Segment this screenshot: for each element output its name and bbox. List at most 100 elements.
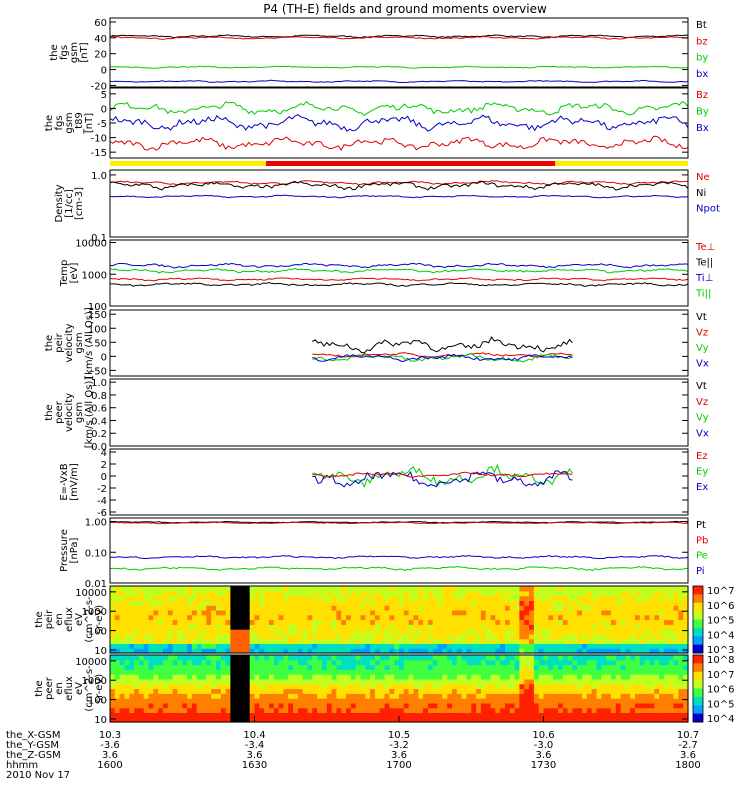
spectrogram-cell xyxy=(134,624,140,630)
spectrogram-cell xyxy=(110,688,116,694)
spectrogram-cell xyxy=(134,678,140,685)
spectrogram-cell xyxy=(201,664,207,670)
spectrogram-cell xyxy=(124,614,130,621)
spectrogram-cell xyxy=(225,683,231,690)
spectrogram-cell xyxy=(548,669,554,675)
spectrogram-cell xyxy=(408,693,414,699)
spectrogram-cell xyxy=(360,638,366,644)
spectrogram-cell xyxy=(635,609,641,616)
spectrogram-cell xyxy=(220,643,227,649)
spectrogram-cell xyxy=(264,698,270,704)
spectrogram-cell xyxy=(288,669,294,675)
spectrogram-cell xyxy=(471,702,477,709)
spectrogram-cell xyxy=(558,712,564,718)
spectrogram-cell xyxy=(201,605,207,611)
spectrogram-cell xyxy=(167,595,174,601)
spectrogram-cell xyxy=(659,674,665,680)
spectrogram-cell xyxy=(538,702,545,709)
spectrogram-cell xyxy=(312,609,318,616)
spectrogram-cell xyxy=(336,638,342,644)
spectrogram-cell xyxy=(644,659,650,666)
spectrogram-cell xyxy=(206,693,212,699)
spectrogram-cell xyxy=(490,683,496,690)
spectrogram-cell xyxy=(143,605,150,611)
spectrogram-cell xyxy=(341,586,347,592)
colorbar-segment xyxy=(693,705,703,715)
spectrogram-cell xyxy=(163,595,169,601)
spectrogram-cell xyxy=(596,629,602,635)
spectrogram-cell xyxy=(663,629,670,635)
spectrogram-cell xyxy=(211,633,217,640)
spectrogram-cell xyxy=(567,674,573,680)
spectrogram-cell xyxy=(249,590,256,597)
spectrogram-cell xyxy=(259,600,265,606)
spectrogram-cell xyxy=(437,633,443,640)
spectrogram-cell xyxy=(630,674,636,680)
spectrogram-cell xyxy=(110,664,116,670)
spectrogram-cell xyxy=(379,609,386,616)
spectrogram-cell xyxy=(216,648,222,654)
spectrogram-cell xyxy=(206,707,212,713)
spectrogram-cell xyxy=(543,664,549,670)
spectrogram-cell xyxy=(418,659,424,666)
spectrogram-cell xyxy=(562,683,569,690)
spectrogram-cell xyxy=(182,586,188,592)
spectrogram-cell xyxy=(365,693,371,699)
y-tick-label: -15 xyxy=(91,148,107,159)
spectrogram-cell xyxy=(220,590,227,597)
spectrogram-cell xyxy=(225,629,231,635)
spectrogram-cell xyxy=(360,683,366,690)
spectrogram-cell xyxy=(452,683,458,690)
spectrogram-cell xyxy=(158,669,164,675)
spectrogram-cell xyxy=(572,678,578,685)
spectrogram-cell xyxy=(630,586,636,592)
spectrogram-cell xyxy=(389,688,395,694)
spectrogram-cell xyxy=(138,669,145,675)
spectrogram-cell xyxy=(307,678,313,685)
spectrogram-cell xyxy=(490,624,496,630)
spectrogram-cell xyxy=(476,586,482,592)
spectrogram-cell xyxy=(659,590,665,597)
spectrogram-cell xyxy=(572,688,578,694)
spectrogram-cell xyxy=(452,629,458,635)
spectrogram-cell xyxy=(480,712,487,718)
spectrogram-cell xyxy=(500,605,506,611)
spectrogram-cell xyxy=(196,693,203,699)
spectrogram-cell xyxy=(167,688,174,694)
spectrogram-cell xyxy=(355,669,361,675)
spectrogram-cell xyxy=(244,674,251,680)
spectrogram-cell xyxy=(110,648,116,654)
spectrogram-cell xyxy=(129,619,135,625)
spectrogram-cell xyxy=(283,707,289,713)
spectrogram-cell xyxy=(389,609,395,616)
spectrogram-cell xyxy=(495,643,501,649)
spectrogram-cell xyxy=(346,659,352,666)
spectrogram-cell xyxy=(476,595,482,601)
spectrogram-cell xyxy=(509,643,516,649)
spectrogram-cell xyxy=(273,669,280,675)
spectrogram-cell xyxy=(461,678,467,685)
spectrogram-cell xyxy=(283,624,289,630)
spectrogram-cell xyxy=(447,707,453,713)
spectrogram-cell xyxy=(312,629,318,635)
spectrogram-cell xyxy=(134,674,140,680)
y-axis-label-line: [km/s (All Qs)] xyxy=(84,307,95,379)
panel-frame xyxy=(109,239,689,307)
spectrogram-cell xyxy=(562,655,569,661)
spectrogram-cell xyxy=(302,590,309,597)
spectrogram-cell xyxy=(225,698,231,704)
spectrogram-cell xyxy=(235,717,241,723)
spectrogram-cell xyxy=(374,698,381,704)
spectrogram-cell xyxy=(524,633,530,640)
spectrogram-cell xyxy=(264,669,270,675)
spectrogram-cell xyxy=(596,638,602,644)
spectrogram-cell xyxy=(360,586,366,592)
spectrogram-cell xyxy=(635,693,641,699)
spectrogram-cell xyxy=(649,707,655,713)
spectrogram-cell xyxy=(668,674,675,680)
spectrogram-cell xyxy=(196,614,203,621)
spectrogram-cell xyxy=(519,614,525,621)
spectrogram-cell xyxy=(172,614,178,621)
spectrogram-cell xyxy=(394,707,400,713)
spectrogram-cell xyxy=(273,586,280,592)
